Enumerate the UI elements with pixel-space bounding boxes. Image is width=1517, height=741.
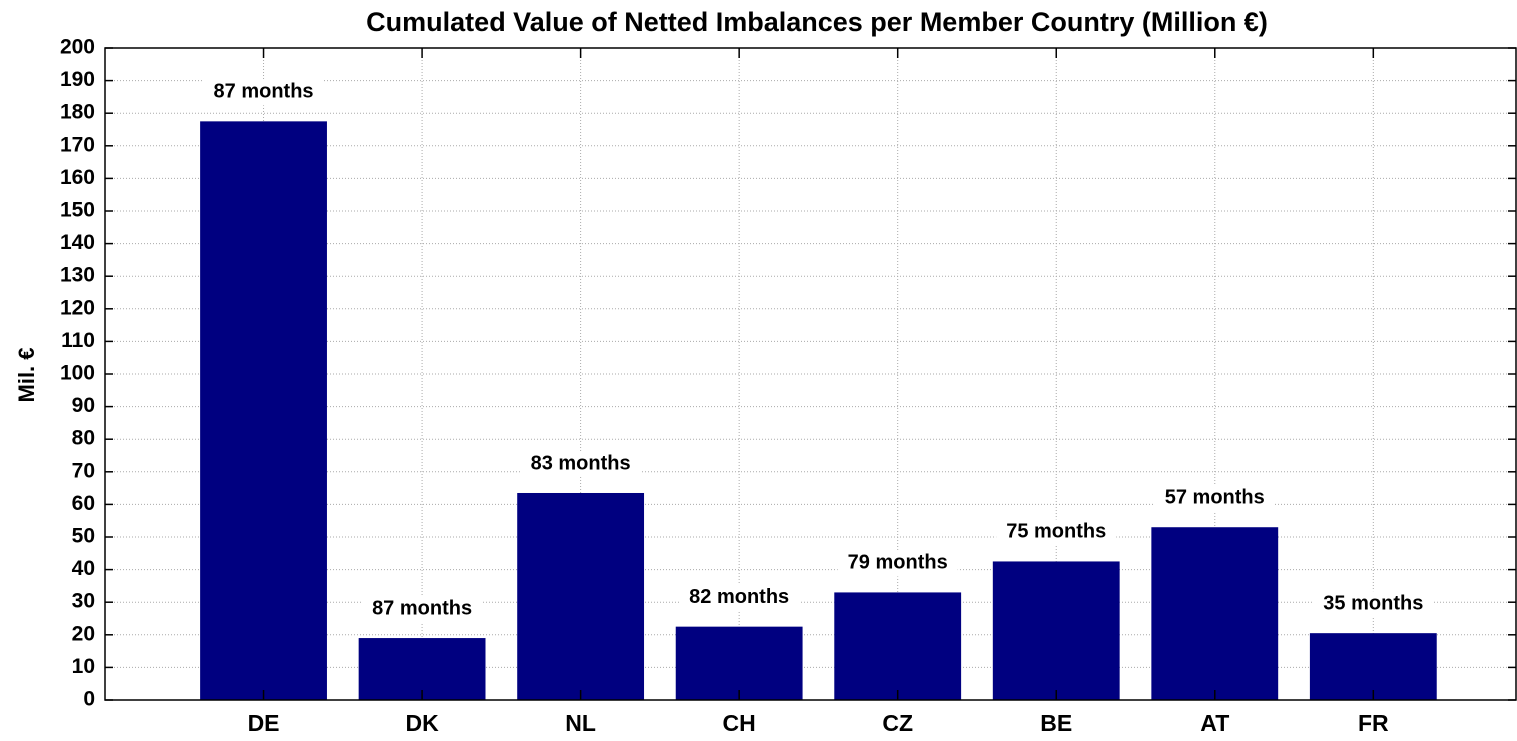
x-tick-label: NL [565, 710, 596, 736]
bar-label: 75 months [1006, 521, 1106, 543]
x-tick-label: BE [1040, 710, 1072, 736]
x-tick-label: DE [248, 710, 280, 736]
bar-label: 79 months [848, 552, 948, 574]
y-tick-label: 100 [60, 362, 95, 385]
y-tick-label: 50 [72, 525, 95, 548]
bar [200, 121, 327, 701]
bar [358, 638, 486, 700]
x-tick-label: FR [1358, 710, 1389, 736]
y-tick-label: 160 [60, 166, 95, 189]
x-tick-label: CZ [882, 710, 913, 736]
y-tick-label: 110 [61, 329, 95, 352]
bar-label-bg [679, 584, 800, 611]
bar [1309, 633, 1437, 700]
bar-label-bg [520, 450, 641, 477]
bar-label-bg [837, 550, 958, 577]
bar-label: 87 months [214, 81, 314, 103]
y-tick-label: 140 [60, 231, 95, 254]
bar [675, 626, 803, 700]
bar [517, 492, 645, 700]
bar-label: 35 months [1323, 592, 1423, 614]
chart-title: Cumulated Value of Netted Imbalances per… [366, 7, 1268, 37]
y-tick-label: 0 [83, 688, 95, 711]
y-tick-label: 80 [72, 427, 95, 450]
y-tick-label: 190 [60, 68, 95, 91]
y-tick-label: 70 [72, 459, 95, 482]
y-tick-label: 130 [60, 264, 95, 287]
y-tick-label: 40 [72, 557, 95, 580]
bar [834, 592, 962, 700]
y-tick-label: 30 [72, 590, 95, 613]
bar-label-bg [1154, 485, 1275, 512]
y-axis-label: Mil. € [14, 347, 39, 402]
bar-label-bg [1313, 591, 1434, 618]
x-tick-label: DK [405, 710, 439, 736]
bar-label: 87 months [372, 597, 472, 619]
y-tick-label: 90 [72, 394, 95, 417]
y-tick-label: 20 [72, 622, 95, 645]
y-tick-label: 200 [60, 36, 95, 59]
bar-label: 57 months [1165, 487, 1265, 509]
y-tick-label: 120 [60, 296, 95, 319]
bar-label: 83 months [531, 452, 631, 474]
x-tick-label: AT [1200, 710, 1229, 736]
plot-frame [104, 47, 1517, 701]
y-tick-label: 10 [72, 655, 95, 678]
y-tick-label: 60 [72, 492, 95, 515]
bar-label-bg [362, 596, 483, 623]
x-tick-label: CH [723, 710, 756, 736]
y-tick-label: 170 [60, 133, 95, 156]
y-tick-label: 180 [60, 101, 95, 124]
y-tick-label: 150 [60, 199, 95, 222]
bar [992, 561, 1120, 700]
bar-label-bg [203, 79, 324, 106]
bar-label: 82 months [689, 586, 789, 608]
bar [1151, 527, 1279, 700]
bar-label-bg [996, 519, 1117, 546]
